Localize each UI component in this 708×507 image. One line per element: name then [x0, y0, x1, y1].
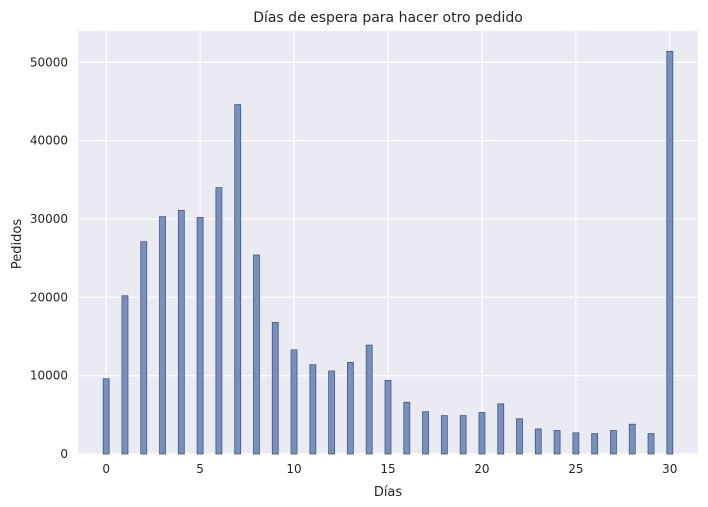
- y-tick-label: 20000: [30, 290, 68, 304]
- bar: [403, 401, 411, 455]
- bar: [177, 209, 185, 455]
- bar: [347, 361, 354, 455]
- bar: [328, 370, 336, 455]
- y-tick-label: 30000: [30, 212, 68, 226]
- bar: [628, 423, 636, 455]
- x-axis-label: Días: [374, 485, 403, 500]
- bar: [572, 432, 580, 455]
- x-tick-label: 5: [196, 462, 204, 476]
- bar: [234, 104, 242, 455]
- bar: [610, 430, 617, 455]
- bar: [159, 216, 166, 455]
- y-tick-label: 10000: [30, 369, 68, 383]
- bar: [516, 418, 523, 455]
- bar: [196, 217, 204, 455]
- x-tick-label: 10: [286, 462, 301, 476]
- x-tick-label: 30: [662, 462, 677, 476]
- bar: [121, 295, 129, 455]
- bar: [647, 433, 655, 455]
- bars: [102, 50, 674, 455]
- y-tick-label: 40000: [30, 134, 68, 148]
- bar: [309, 364, 317, 455]
- bar: [534, 428, 542, 455]
- bar: [497, 403, 505, 455]
- y-axis-label: Pedidos: [10, 219, 25, 269]
- bar: [591, 433, 599, 455]
- bar: [271, 321, 279, 455]
- y-axis-ticks: 0 10000 20000 30000 40000 50000: [30, 55, 68, 461]
- bar: [384, 379, 392, 455]
- bar: [140, 241, 148, 455]
- bar: [553, 430, 561, 455]
- x-tick-label: 20: [474, 462, 489, 476]
- x-tick-label: 15: [380, 462, 395, 476]
- bar: [253, 254, 260, 455]
- chart-title: Días de espera para hacer otro pedido: [253, 10, 523, 26]
- bar: [440, 415, 448, 455]
- bar: [459, 415, 467, 455]
- x-tick-label: 0: [102, 462, 110, 476]
- bar: [365, 344, 373, 455]
- bar: [215, 187, 223, 455]
- bar: [290, 349, 298, 455]
- x-axis-ticks: 0 5 10 15 20 25 30: [102, 462, 677, 476]
- y-tick-label: 50000: [30, 55, 68, 69]
- bar: [478, 412, 486, 455]
- y-tick-label: 0: [60, 447, 68, 461]
- bar: [666, 50, 674, 455]
- bar: [422, 411, 429, 455]
- x-tick-label: 25: [568, 462, 583, 476]
- bar: [102, 378, 110, 455]
